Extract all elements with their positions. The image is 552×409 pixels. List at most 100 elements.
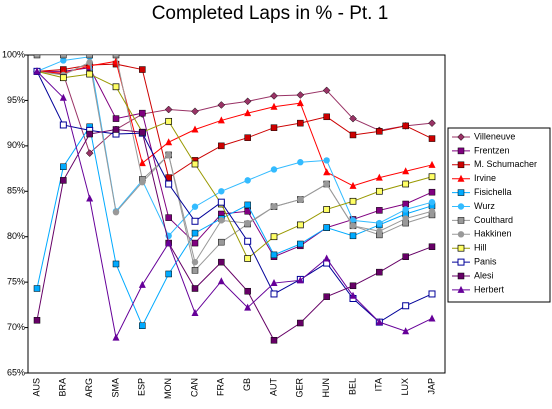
marker <box>138 159 146 167</box>
marker <box>112 126 120 133</box>
marker <box>296 99 304 107</box>
marker <box>457 231 465 238</box>
marker <box>457 161 465 169</box>
marker <box>376 207 383 214</box>
marker <box>270 124 278 131</box>
marker <box>402 253 409 260</box>
marker <box>402 200 409 208</box>
series-line <box>36 128 433 342</box>
marker <box>428 160 436 168</box>
marker <box>139 128 146 136</box>
marker <box>323 157 330 164</box>
marker <box>457 133 465 141</box>
marker <box>86 194 94 202</box>
marker <box>244 109 252 117</box>
series-line <box>36 70 433 260</box>
marker <box>402 215 409 222</box>
legend-label: Hill <box>474 243 487 253</box>
marker <box>375 173 383 181</box>
legend-label: Alesi <box>474 270 494 280</box>
legend-label: Panis <box>474 256 497 266</box>
marker <box>218 258 225 266</box>
x-tick-label: AUT <box>268 377 278 396</box>
y-tick-label: 100% <box>2 49 25 59</box>
marker <box>217 198 225 206</box>
series-line <box>37 67 433 258</box>
y-tick-label: 80% <box>7 231 25 241</box>
marker <box>165 214 172 221</box>
marker <box>165 117 173 125</box>
marker <box>402 122 409 130</box>
marker <box>244 287 251 295</box>
marker <box>376 228 383 235</box>
marker <box>323 206 331 213</box>
marker <box>270 166 278 173</box>
marker <box>191 239 199 247</box>
x-tick-label: BEL <box>347 378 357 395</box>
marker <box>191 203 199 210</box>
marker <box>60 57 67 64</box>
marker <box>323 254 331 262</box>
marker <box>296 276 304 284</box>
marker <box>138 280 146 288</box>
marker <box>33 67 41 75</box>
marker <box>33 55 41 59</box>
marker <box>60 55 67 59</box>
x-tick-label: FRA <box>216 378 226 396</box>
legend-box <box>447 127 551 303</box>
legend-label: Hakkinen <box>474 229 512 239</box>
marker <box>457 285 465 293</box>
marker <box>457 217 465 224</box>
marker <box>59 121 67 129</box>
marker <box>139 322 146 330</box>
legend-label: Fisichella <box>474 187 512 197</box>
legend-label: M. Schumacher <box>474 159 537 169</box>
marker <box>402 206 409 213</box>
y-tick-label: 95% <box>7 95 25 105</box>
marker <box>270 92 278 100</box>
marker <box>165 270 172 278</box>
marker <box>191 229 199 237</box>
marker <box>349 282 357 290</box>
x-tick-label: ESP <box>137 378 147 396</box>
marker <box>112 208 120 216</box>
marker <box>349 291 357 299</box>
marker <box>244 303 252 311</box>
marker <box>59 93 67 101</box>
marker <box>297 240 304 248</box>
x-tick-label: HUN <box>321 378 331 398</box>
y-tick-label: 90% <box>7 140 25 150</box>
marker <box>244 219 251 227</box>
marker <box>297 196 304 203</box>
marker <box>139 66 146 73</box>
marker <box>457 189 465 196</box>
marker <box>112 83 120 91</box>
marker <box>60 177 67 184</box>
marker <box>191 160 199 168</box>
marker <box>428 188 436 196</box>
marker <box>243 97 252 106</box>
marker <box>270 279 278 287</box>
series-line <box>36 56 433 237</box>
marker <box>428 208 436 215</box>
marker <box>402 327 410 335</box>
x-tick-label: CAN <box>189 378 199 397</box>
marker <box>323 113 330 121</box>
series-line <box>36 71 433 323</box>
marker <box>323 293 330 300</box>
x-tick-label: JAP <box>426 378 436 395</box>
x-tick-label: ITA <box>374 378 384 391</box>
marker <box>375 318 383 326</box>
marker <box>349 181 357 189</box>
marker <box>428 173 436 181</box>
marker <box>85 149 94 157</box>
legend-label: Herbert <box>474 284 505 294</box>
marker <box>402 180 410 188</box>
x-tick-label: BRA <box>58 378 68 397</box>
marker <box>402 167 410 175</box>
marker <box>165 180 173 188</box>
legend-label: Wurz <box>474 201 495 211</box>
marker <box>349 197 357 205</box>
marker <box>270 102 278 110</box>
